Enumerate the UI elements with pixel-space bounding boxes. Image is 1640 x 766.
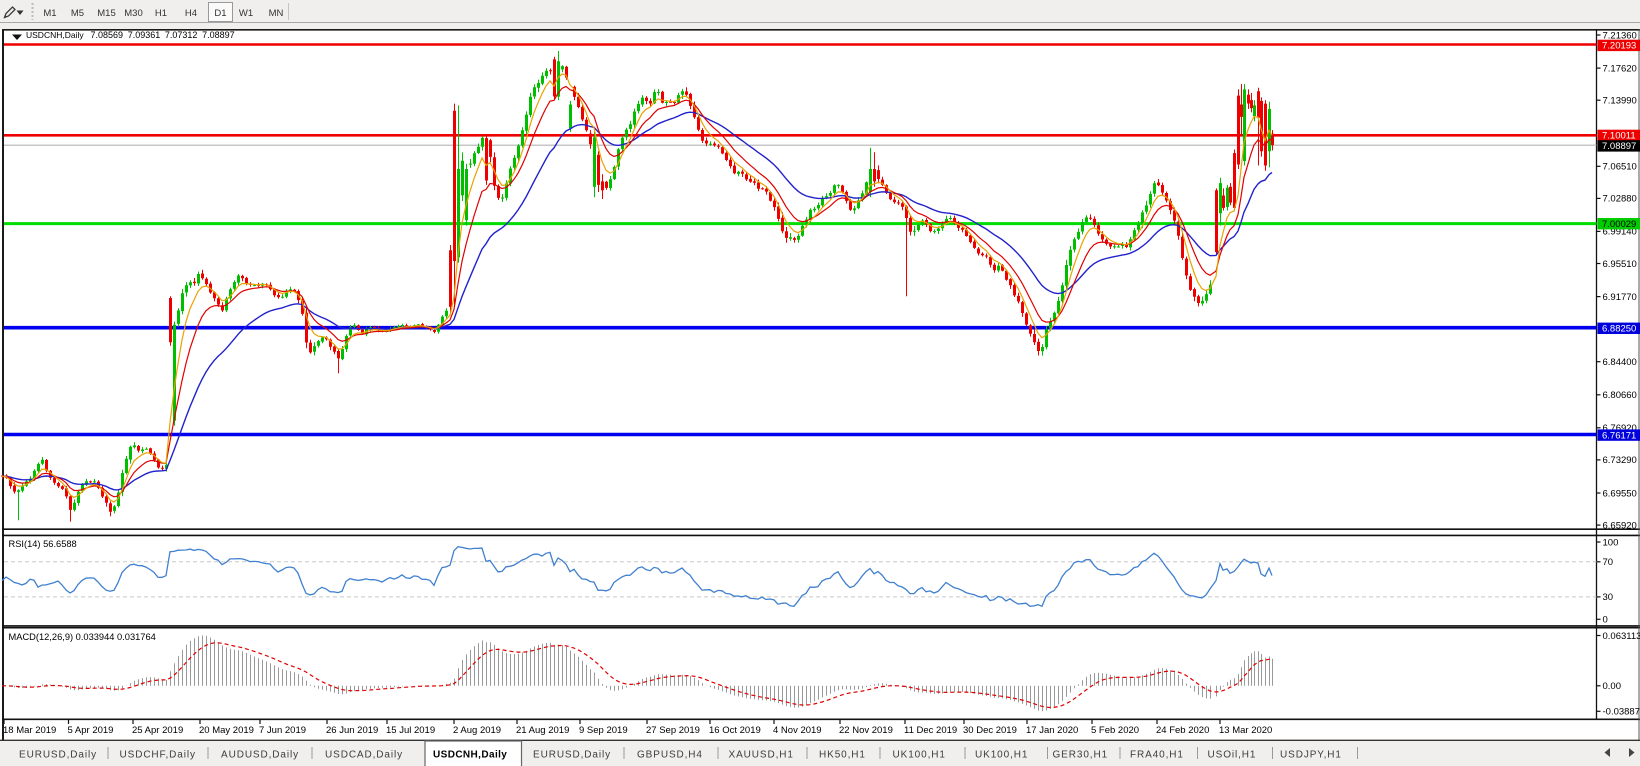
svg-text:7.08569: 7.08569 <box>91 30 124 40</box>
svg-text:7.17620: 7.17620 <box>1603 63 1637 74</box>
svg-text:7.09361: 7.09361 <box>128 30 161 40</box>
svg-text:30 Dec 2019: 30 Dec 2019 <box>963 725 1017 736</box>
svg-text:7.21360: 7.21360 <box>1603 30 1637 41</box>
svg-text:USDJPY,H1: USDJPY,H1 <box>1280 750 1342 761</box>
svg-text:24 Feb 2020: 24 Feb 2020 <box>1156 725 1209 736</box>
svg-text:6.99140: 6.99140 <box>1603 227 1637 238</box>
svg-text:RSI(14) 56.6588: RSI(14) 56.6588 <box>9 539 77 549</box>
svg-text:EURUSD,Daily: EURUSD,Daily <box>19 750 97 761</box>
svg-text:7.20193: 7.20193 <box>1602 41 1636 52</box>
svg-text:7.06510: 7.06510 <box>1603 162 1637 173</box>
svg-text:UK100,H1: UK100,H1 <box>893 750 946 761</box>
svg-text:HK50,H1: HK50,H1 <box>819 750 866 761</box>
svg-text:6.65920: 6.65920 <box>1603 520 1637 531</box>
svg-text:6.73290: 6.73290 <box>1603 455 1637 466</box>
svg-text:15 Jul 2019: 15 Jul 2019 <box>386 725 435 736</box>
svg-text:USOil,H1: USOil,H1 <box>1208 750 1257 761</box>
svg-text:H1: H1 <box>155 8 167 19</box>
svg-text:7 Jun 2019: 7 Jun 2019 <box>259 725 306 736</box>
svg-text:13 Mar 2020: 13 Mar 2020 <box>1219 725 1272 736</box>
svg-text:6.84400: 6.84400 <box>1603 357 1637 368</box>
svg-text:-0.038872: -0.038872 <box>1603 707 1640 718</box>
svg-text:M30: M30 <box>124 8 142 19</box>
svg-text:16 Oct 2019: 16 Oct 2019 <box>709 725 761 736</box>
svg-text:70: 70 <box>1603 557 1614 568</box>
svg-text:M15: M15 <box>97 8 115 19</box>
svg-text:W1: W1 <box>239 8 253 19</box>
svg-text:6.91770: 6.91770 <box>1603 292 1637 303</box>
svg-text:EURUSD,Daily: EURUSD,Daily <box>533 750 611 761</box>
svg-text:USDCNH,Daily: USDCNH,Daily <box>26 30 84 40</box>
svg-text:5 Feb 2020: 5 Feb 2020 <box>1091 725 1139 736</box>
svg-text:6.76171: 6.76171 <box>1602 430 1636 441</box>
svg-text:0.00: 0.00 <box>1603 681 1622 692</box>
svg-text:GBPUSD,H4: GBPUSD,H4 <box>637 750 703 761</box>
svg-text:2 Aug 2019: 2 Aug 2019 <box>453 725 501 736</box>
svg-text:H4: H4 <box>185 8 197 19</box>
svg-text:M1: M1 <box>43 8 56 19</box>
svg-text:6.80660: 6.80660 <box>1603 390 1637 401</box>
svg-text:USDCAD,Daily: USDCAD,Daily <box>325 750 403 761</box>
svg-text:AUDUSD,Daily: AUDUSD,Daily <box>221 750 299 761</box>
svg-text:XAUUSD,H1: XAUUSD,H1 <box>729 750 794 761</box>
svg-text:UK100,H1: UK100,H1 <box>975 750 1028 761</box>
svg-text:6.69550: 6.69550 <box>1603 488 1637 499</box>
svg-text:D1: D1 <box>214 8 226 19</box>
svg-text:6.88250: 6.88250 <box>1602 324 1636 335</box>
svg-text:7.00029: 7.00029 <box>1602 219 1636 230</box>
svg-text:30: 30 <box>1603 592 1614 603</box>
svg-text:7.08897: 7.08897 <box>202 30 235 40</box>
svg-text:7.07312: 7.07312 <box>165 30 198 40</box>
svg-text:20 May 2019: 20 May 2019 <box>199 725 254 736</box>
svg-text:7.02880: 7.02880 <box>1603 194 1637 205</box>
svg-text:27 Sep 2019: 27 Sep 2019 <box>646 725 700 736</box>
svg-text:100: 100 <box>1603 537 1619 548</box>
svg-text:11 Dec 2019: 11 Dec 2019 <box>904 725 957 736</box>
svg-text:7.08897: 7.08897 <box>1602 141 1636 152</box>
svg-text:MN: MN <box>269 8 284 19</box>
svg-text:MACD(12,26,9) 0.033944 0.03176: MACD(12,26,9) 0.033944 0.031764 <box>9 632 156 642</box>
svg-text:21 Aug 2019: 21 Aug 2019 <box>516 725 569 736</box>
svg-text:5 Apr 2019: 5 Apr 2019 <box>68 725 114 736</box>
svg-text:0: 0 <box>1603 615 1608 626</box>
svg-text:25 Apr 2019: 25 Apr 2019 <box>132 725 183 736</box>
svg-text:9 Sep 2019: 9 Sep 2019 <box>579 725 628 736</box>
svg-text:M5: M5 <box>71 8 84 19</box>
svg-text:17 Jan 2020: 17 Jan 2020 <box>1026 725 1078 736</box>
svg-text:FRA40,H1: FRA40,H1 <box>1130 750 1184 761</box>
svg-text:26 Jun 2019: 26 Jun 2019 <box>326 725 378 736</box>
svg-text:22 Nov 2019: 22 Nov 2019 <box>839 725 893 736</box>
svg-text:7.13990: 7.13990 <box>1603 96 1637 107</box>
svg-text:6.76920: 6.76920 <box>1603 423 1637 434</box>
svg-text:4 Nov 2019: 4 Nov 2019 <box>773 725 822 736</box>
svg-text:6.95510: 6.95510 <box>1603 259 1637 270</box>
svg-text:7.10011: 7.10011 <box>1602 131 1636 142</box>
svg-text:USDCNH,Daily: USDCNH,Daily <box>433 750 507 761</box>
svg-text:0.063113: 0.063113 <box>1603 631 1640 642</box>
svg-text:USDCHF,Daily: USDCHF,Daily <box>120 750 196 761</box>
svg-text:18 Mar 2019: 18 Mar 2019 <box>3 725 56 736</box>
svg-text:GER30,H1: GER30,H1 <box>1053 750 1109 761</box>
